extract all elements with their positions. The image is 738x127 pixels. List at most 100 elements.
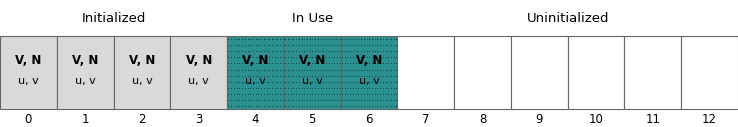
- Point: [336, 62, 348, 65]
- Point: [261, 62, 272, 65]
- Point: [342, 99, 354, 101]
- Bar: [454, 36, 511, 109]
- Point: [266, 105, 278, 107]
- Point: [288, 81, 300, 83]
- Point: [361, 44, 373, 46]
- Point: [290, 99, 302, 101]
- Point: [328, 105, 340, 107]
- Point: [290, 44, 302, 46]
- Bar: [284, 36, 341, 109]
- Point: [272, 38, 283, 40]
- Point: [290, 105, 302, 107]
- Point: [236, 99, 248, 101]
- Point: [239, 56, 251, 58]
- Point: [304, 69, 316, 71]
- Point: [358, 44, 370, 46]
- Point: [323, 75, 335, 77]
- Point: [279, 75, 291, 77]
- Point: [223, 50, 235, 52]
- Point: [358, 38, 370, 40]
- Point: [306, 93, 318, 95]
- Point: [377, 99, 389, 101]
- Point: [314, 69, 326, 71]
- Point: [258, 44, 270, 46]
- Point: [369, 99, 381, 101]
- Point: [369, 87, 381, 89]
- Point: [336, 81, 348, 83]
- Point: [325, 62, 337, 65]
- Point: [233, 87, 245, 89]
- Point: [282, 99, 294, 101]
- Point: [388, 50, 400, 52]
- Point: [279, 93, 291, 95]
- Point: [385, 93, 397, 95]
- Point: [269, 75, 280, 77]
- Point: [385, 105, 397, 107]
- Point: [323, 50, 335, 52]
- Point: [353, 93, 365, 95]
- Point: [275, 105, 286, 107]
- Point: [377, 56, 389, 58]
- Point: [266, 69, 278, 71]
- Point: [255, 56, 267, 58]
- Point: [228, 44, 240, 46]
- Point: [339, 81, 351, 83]
- Point: [301, 87, 313, 89]
- Point: [290, 38, 302, 40]
- Point: [288, 69, 300, 71]
- Point: [355, 69, 367, 71]
- Point: [369, 50, 381, 52]
- Point: [304, 62, 316, 65]
- Point: [350, 38, 362, 40]
- Point: [344, 81, 356, 83]
- Point: [358, 56, 370, 58]
- Point: [263, 56, 275, 58]
- Point: [272, 69, 283, 71]
- Point: [328, 38, 340, 40]
- Point: [272, 44, 283, 46]
- Point: [288, 56, 300, 58]
- Point: [353, 69, 365, 71]
- Point: [336, 75, 348, 77]
- Point: [369, 56, 381, 58]
- Point: [228, 69, 240, 71]
- Point: [323, 44, 335, 46]
- Point: [241, 99, 253, 101]
- Point: [342, 38, 354, 40]
- Point: [336, 56, 348, 58]
- Point: [304, 87, 316, 89]
- Point: [298, 50, 310, 52]
- Point: [288, 38, 300, 40]
- Text: 3: 3: [195, 113, 202, 126]
- Point: [266, 93, 278, 95]
- Point: [298, 56, 310, 58]
- Point: [239, 93, 251, 95]
- Point: [390, 87, 402, 89]
- Point: [385, 75, 397, 77]
- Point: [342, 44, 354, 46]
- Point: [301, 62, 313, 65]
- Point: [255, 87, 267, 89]
- Point: [363, 75, 375, 77]
- Point: [266, 87, 278, 89]
- Point: [344, 50, 356, 52]
- Point: [252, 93, 264, 95]
- Point: [279, 38, 291, 40]
- Point: [382, 81, 394, 83]
- Point: [282, 81, 294, 83]
- Text: 11: 11: [645, 113, 661, 126]
- Point: [279, 50, 291, 52]
- Point: [317, 93, 329, 95]
- Point: [353, 87, 365, 89]
- Point: [277, 56, 289, 58]
- Point: [325, 44, 337, 46]
- Point: [228, 56, 240, 58]
- Point: [285, 62, 297, 65]
- Point: [382, 62, 394, 65]
- Point: [241, 56, 253, 58]
- Point: [225, 87, 237, 89]
- Text: u, v: u, v: [188, 76, 209, 86]
- Point: [344, 87, 356, 89]
- Point: [241, 81, 253, 83]
- Point: [279, 81, 291, 83]
